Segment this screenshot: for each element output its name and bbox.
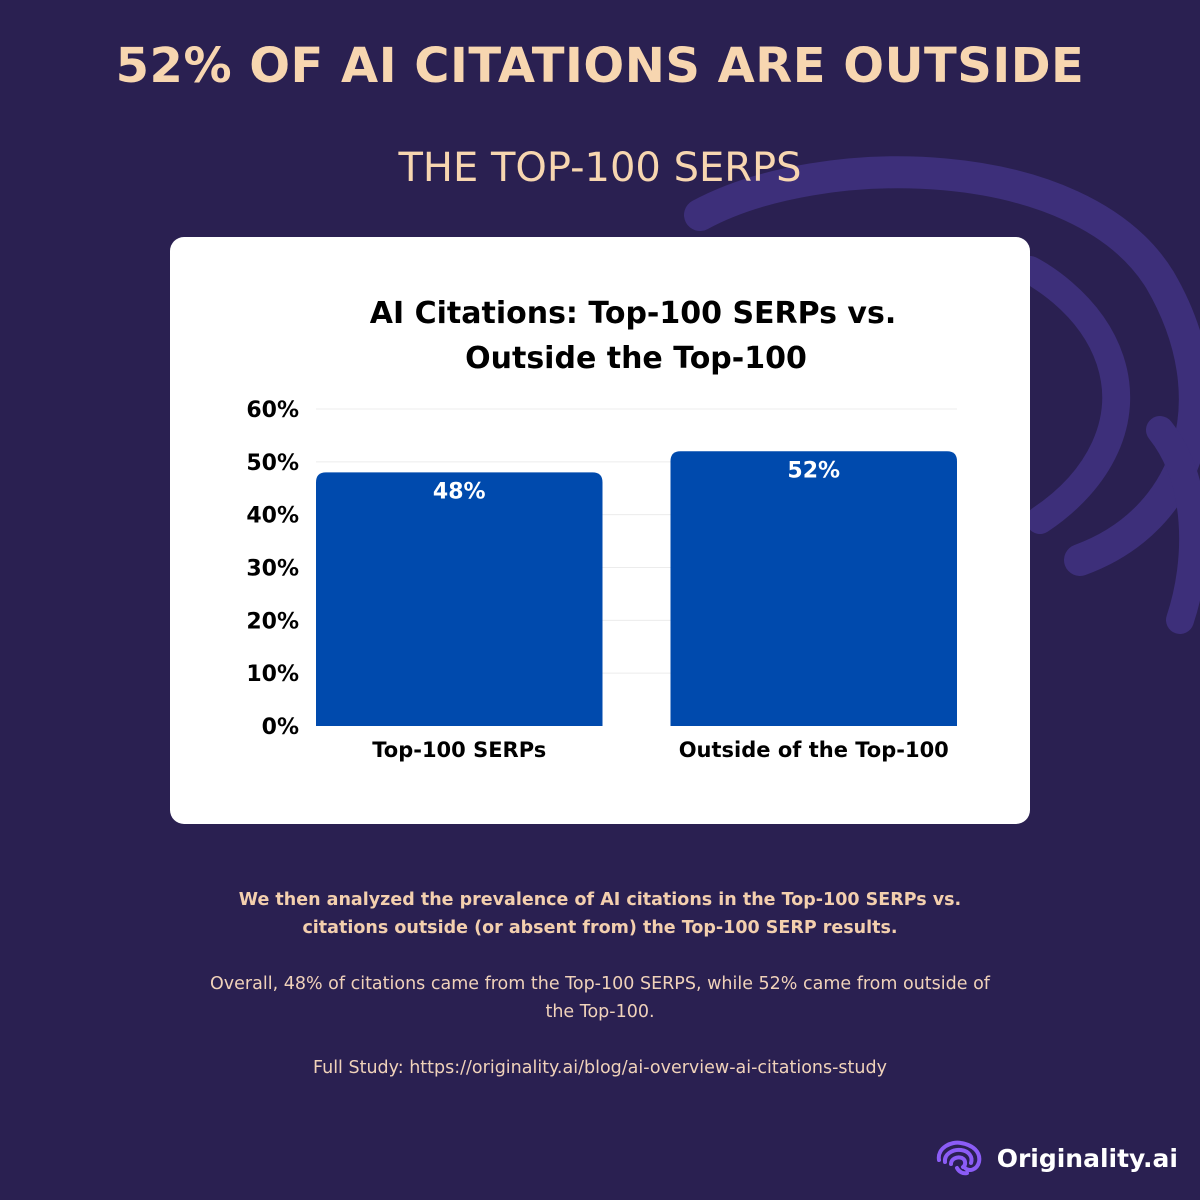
bar-value-label: 52% (787, 458, 840, 483)
y-tick-label: 60% (246, 398, 299, 423)
x-category-label: Outside of the Top-100 (679, 738, 949, 762)
y-tick-label: 50% (246, 451, 299, 476)
brain-swirl-icon (936, 1140, 981, 1176)
brand-name: Originality.ai (996, 1143, 1178, 1173)
y-tick-label: 10% (246, 662, 299, 687)
study-link[interactable]: Full Study: https://originality.ai/blog/… (313, 1058, 887, 1078)
bar-2 (670, 451, 957, 726)
page-subtitle: THE TOP-100 SERPS (398, 145, 802, 191)
chart-title-line-2: Outside the Top-100 (465, 341, 807, 376)
chart-card: AI Citations: Top-100 SERPs vs. Outside … (170, 237, 1030, 824)
caption-lead: We then analyzed the prevalence of AI ci… (238, 890, 962, 938)
y-tick-label: 20% (246, 609, 299, 634)
chart-title-line-1: AI Citations: Top-100 SERPs vs. (370, 296, 896, 331)
caption-body: Overall, 48% of citations came from the … (210, 974, 990, 1022)
y-tick-label: 0% (262, 715, 299, 740)
y-tick-label: 40% (246, 504, 299, 529)
page-title: 52% OF AI CITATIONS ARE OUTSIDE (115, 38, 1085, 94)
bar-value-label: 48% (433, 479, 486, 504)
brand-logo: Originality.ai (933, 1138, 1178, 1178)
x-category-label: Top-100 SERPs (372, 738, 546, 762)
bar-1 (316, 472, 603, 726)
y-tick-label: 30% (246, 557, 299, 582)
bar-chart: AI Citations: Top-100 SERPs vs. Outside … (246, 296, 957, 762)
